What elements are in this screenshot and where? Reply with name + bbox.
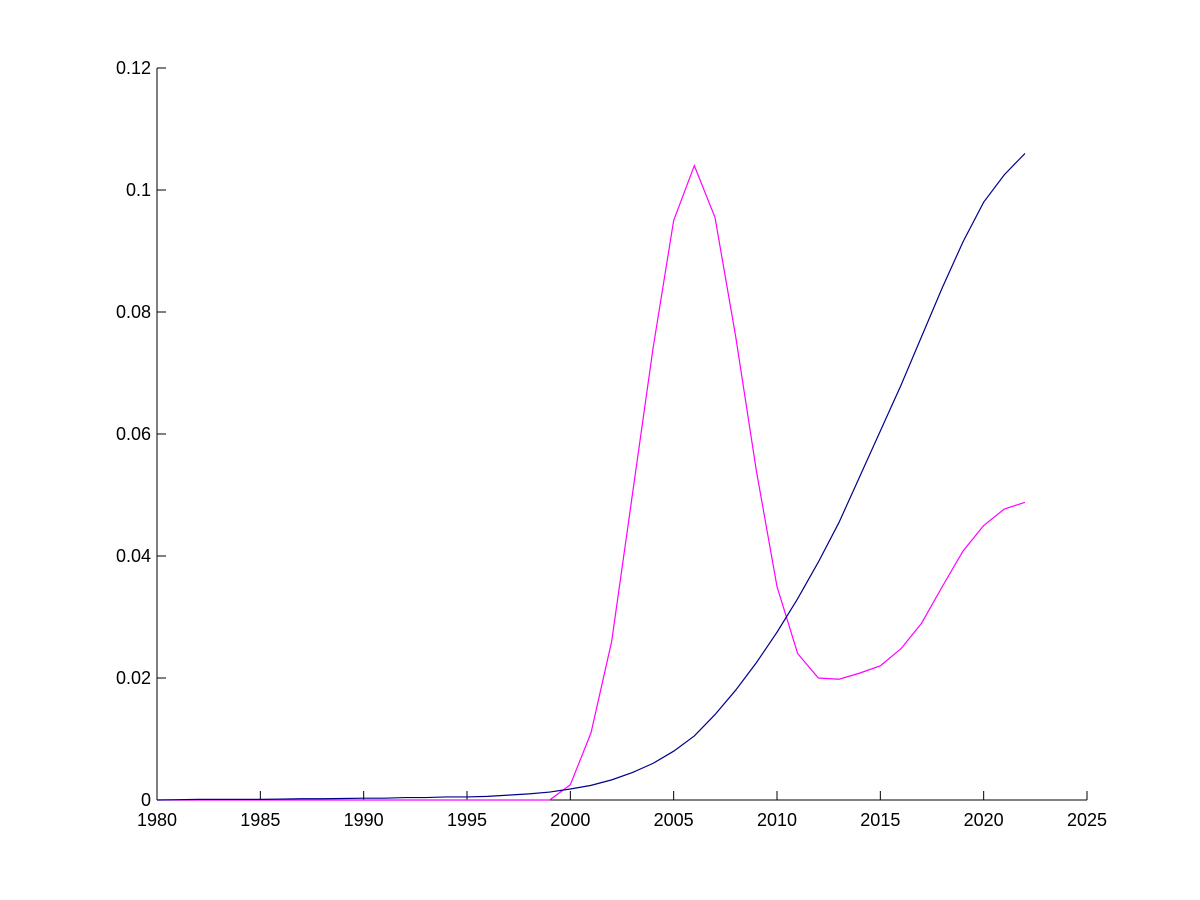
y-tick-label: 0.1 [126, 180, 151, 200]
y-tick-label: 0.02 [116, 668, 151, 688]
x-tick-label: 1990 [344, 810, 384, 830]
x-tick-label: 2015 [860, 810, 900, 830]
x-tick-label: 2010 [757, 810, 797, 830]
x-tick-label: 1980 [137, 810, 177, 830]
x-tick-label: 2020 [964, 810, 1004, 830]
x-tick-label: 1995 [447, 810, 487, 830]
x-tick-label: 2000 [550, 810, 590, 830]
series-line [156, 152, 1026, 801]
y-tick-label: 0.04 [116, 546, 151, 566]
y-tick-label: 0.06 [116, 424, 151, 444]
y-tick-label: 0.08 [116, 302, 151, 322]
x-tick-label: 1985 [240, 810, 280, 830]
y-tick-label: 0.12 [116, 58, 151, 78]
x-tick-label: 2005 [654, 810, 694, 830]
y-tick-label: 0 [141, 790, 151, 810]
series-line [157, 163, 1026, 801]
x-tick-label: 2025 [1067, 810, 1107, 830]
